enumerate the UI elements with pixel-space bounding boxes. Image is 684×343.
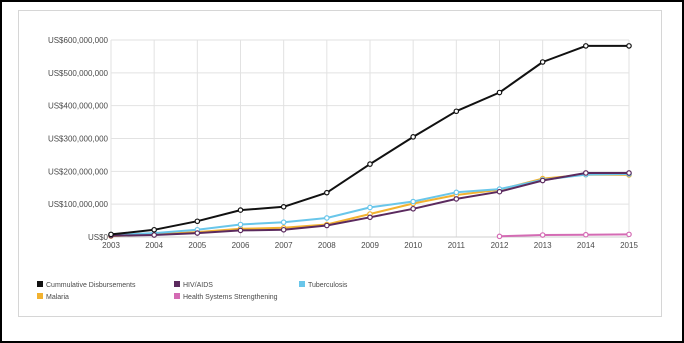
x-tick-label: 2009 <box>361 241 379 250</box>
data-point <box>410 134 416 140</box>
y-tick-label: US$200,000,000 <box>48 167 109 176</box>
data-point <box>626 170 632 176</box>
y-tick-label: US$0 <box>88 233 109 242</box>
y-tick-label: US$400,000,000 <box>48 102 109 111</box>
x-tick-label: 2010 <box>404 241 422 250</box>
x-tick-label: 2007 <box>275 241 293 250</box>
x-tick-label: 2004 <box>145 241 163 250</box>
data-point <box>539 59 546 65</box>
data-point <box>151 226 157 233</box>
data-point <box>410 205 416 212</box>
data-point <box>583 170 589 176</box>
x-tick-label: 2006 <box>232 241 250 250</box>
legend-swatch <box>299 281 305 287</box>
x-tick-label: 2003 <box>102 241 120 250</box>
data-point <box>367 214 373 221</box>
data-point <box>496 188 503 195</box>
data-point <box>367 161 373 167</box>
series-line <box>499 233 630 238</box>
data-point <box>583 231 589 238</box>
legend-swatch <box>37 293 43 299</box>
y-tick-label: US$600,000,000 <box>48 36 109 45</box>
data-point <box>194 218 201 225</box>
data-point <box>280 219 287 226</box>
x-tick-label: 2011 <box>448 241 466 250</box>
data-point <box>324 215 330 221</box>
x-tick-label: 2008 <box>318 241 336 250</box>
data-point <box>324 222 330 229</box>
data-point <box>194 230 201 236</box>
legend-swatch <box>37 281 43 287</box>
data-point <box>453 189 460 196</box>
data-point <box>367 204 373 211</box>
data-point <box>410 198 416 205</box>
data-point <box>496 89 503 96</box>
legend-swatch <box>174 293 180 299</box>
x-tick-label: 2005 <box>188 241 206 250</box>
x-tick-label: 2012 <box>491 241 509 250</box>
line-chart: US$0 US$100,000,000 US$200,000,000 US$300,0… <box>37 36 638 301</box>
legend-label: Cummulative Disbursements <box>46 282 136 289</box>
x-tick-label: 2015 <box>620 241 638 250</box>
data-point <box>237 221 244 228</box>
data-point <box>539 232 546 238</box>
data-point <box>496 233 503 240</box>
y-tick-label: US$100,000,000 <box>48 200 109 209</box>
data-point <box>151 232 157 238</box>
x-tick-label: 2013 <box>534 241 552 250</box>
data-point <box>539 177 546 184</box>
legend-label: Tuberculosis <box>308 282 348 289</box>
legend-label: Malaria <box>46 294 69 301</box>
data-point <box>453 108 460 115</box>
data-point <box>237 207 244 213</box>
data-point <box>280 203 287 210</box>
legend-swatch <box>174 281 180 287</box>
data-point <box>583 43 589 49</box>
data-point <box>108 231 114 238</box>
legend-label: Health Systems Strengthening <box>183 294 278 301</box>
data-point <box>453 196 460 202</box>
data-point <box>237 227 244 234</box>
data-point <box>626 231 632 238</box>
data-point <box>280 226 287 233</box>
data-point <box>324 189 330 196</box>
x-tick-label: 2014 <box>577 241 595 250</box>
chart-panel: US$0 US$100,000,000 US$200,000,000 US$300,0… <box>18 10 662 317</box>
y-tick-label: US$300,000,000 <box>48 135 109 144</box>
y-tick-label: US$500,000,000 <box>48 69 109 78</box>
data-point <box>626 43 632 49</box>
legend-label: HIV/AIDS <box>183 282 213 289</box>
